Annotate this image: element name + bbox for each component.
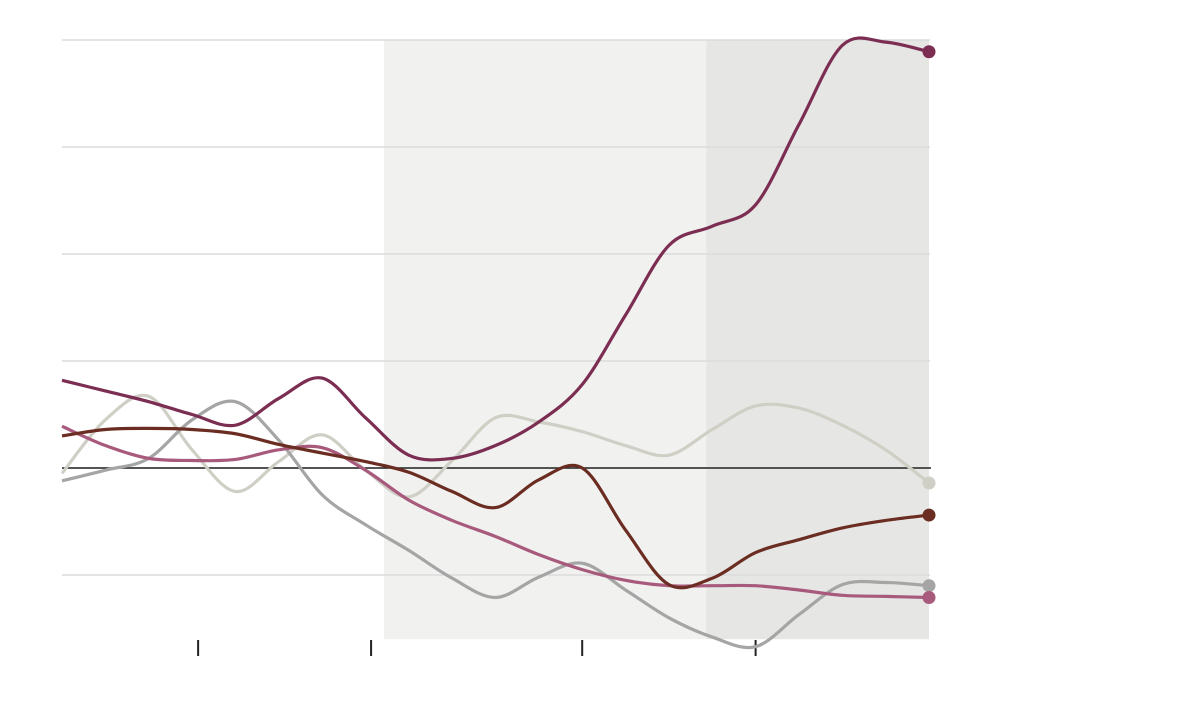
series-line (61, 426, 930, 590)
end-dot (922, 508, 936, 522)
shaded-region (706, 40, 929, 640)
end-dot (922, 590, 936, 604)
shaded-region (384, 40, 707, 640)
series-line (61, 399, 930, 650)
end-dot (922, 45, 936, 59)
end-dot (922, 476, 936, 490)
end-dot (922, 579, 936, 593)
series-line (61, 424, 930, 600)
series-line (61, 36, 930, 462)
series-line (60, 393, 930, 499)
